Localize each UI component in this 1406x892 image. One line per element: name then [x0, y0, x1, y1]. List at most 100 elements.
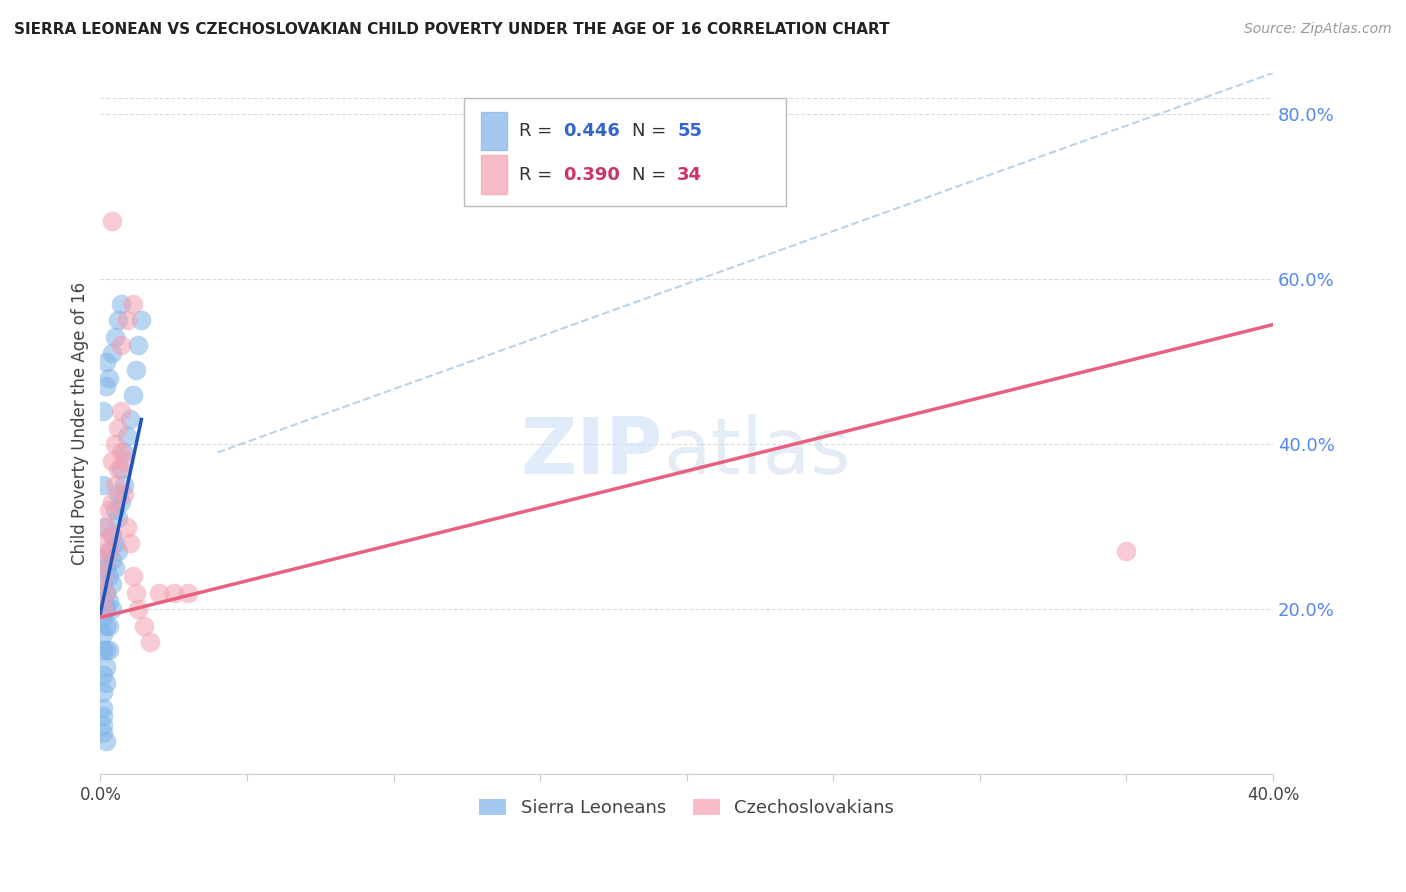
Point [91, 709, 114, 723]
Point [115, 519, 138, 533]
Point [98, 594, 121, 608]
Point [107, 511, 129, 525]
Point [96, 552, 118, 566]
Point [96, 618, 118, 632]
Point [118, 412, 141, 426]
Point [101, 528, 124, 542]
Point [110, 495, 132, 509]
Point [112, 453, 135, 467]
Point [112, 486, 135, 500]
Point [91, 569, 114, 583]
Point [101, 577, 124, 591]
Point [107, 462, 129, 476]
Text: Source: ZipAtlas.com: Source: ZipAtlas.com [1244, 22, 1392, 37]
Point [91, 404, 114, 418]
Point [96, 676, 118, 690]
Bar [481, 155, 508, 194]
Point [104, 536, 127, 550]
Point [91, 627, 114, 641]
Point [98, 643, 121, 657]
Point [110, 462, 132, 476]
Text: atlas: atlas [664, 414, 851, 490]
Point [118, 536, 141, 550]
Point [115, 429, 138, 443]
Point [96, 519, 118, 533]
Text: R =: R = [519, 122, 558, 140]
Point [124, 585, 146, 599]
Legend: Sierra Leoneans, Czechoslovakians: Sierra Leoneans, Czechoslovakians [472, 792, 901, 825]
Point [101, 602, 124, 616]
Point [96, 354, 118, 368]
FancyBboxPatch shape [464, 97, 786, 206]
Text: ZIP: ZIP [522, 414, 664, 490]
Point [104, 478, 127, 492]
Point [96, 602, 118, 616]
Point [1115, 544, 1137, 558]
Point [110, 297, 132, 311]
Point [91, 684, 114, 698]
Point [96, 585, 118, 599]
Point [98, 618, 121, 632]
Point [107, 420, 129, 434]
Point [96, 561, 118, 575]
Text: 34: 34 [678, 166, 703, 184]
Point [91, 643, 114, 657]
Point [104, 437, 127, 451]
Point [107, 486, 129, 500]
Point [112, 478, 135, 492]
Point [177, 585, 200, 599]
Point [107, 544, 129, 558]
Point [127, 338, 149, 352]
Point [91, 594, 114, 608]
Point [98, 371, 121, 385]
Point [91, 602, 114, 616]
Point [104, 330, 127, 344]
Point [124, 363, 146, 377]
Text: SIERRA LEONEAN VS CZECHOSLOVAKIAN CHILD POVERTY UNDER THE AGE OF 16 CORRELATION : SIERRA LEONEAN VS CZECHOSLOVAKIAN CHILD … [14, 22, 890, 37]
Point [91, 552, 114, 566]
Point [91, 610, 114, 624]
Point [110, 404, 132, 418]
Point [107, 313, 129, 327]
Point [91, 717, 114, 731]
Point [139, 635, 162, 649]
Point [101, 528, 124, 542]
Point [121, 569, 143, 583]
Point [121, 387, 143, 401]
Point [101, 214, 124, 228]
Point [96, 643, 118, 657]
Point [96, 734, 118, 748]
Point [101, 552, 124, 566]
Point [91, 726, 114, 740]
Point [96, 379, 118, 393]
Point [131, 313, 153, 327]
Point [98, 503, 121, 517]
Text: R =: R = [519, 166, 558, 184]
Point [134, 618, 156, 632]
Point [91, 701, 114, 715]
Point [91, 536, 114, 550]
Point [98, 544, 121, 558]
Point [98, 569, 121, 583]
Point [96, 585, 118, 599]
Text: N =: N = [631, 166, 672, 184]
Bar [481, 112, 508, 150]
Text: 0.446: 0.446 [564, 122, 620, 140]
Point [91, 478, 114, 492]
Point [115, 313, 138, 327]
Point [101, 495, 124, 509]
Point [101, 346, 124, 360]
Point [110, 445, 132, 459]
Point [91, 577, 114, 591]
Y-axis label: Child Poverty Under the Age of 16: Child Poverty Under the Age of 16 [72, 282, 89, 566]
Text: 0.390: 0.390 [564, 166, 620, 184]
Point [104, 503, 127, 517]
Point [96, 660, 118, 674]
Point [91, 668, 114, 682]
Point [121, 297, 143, 311]
Point [163, 585, 186, 599]
Point [110, 338, 132, 352]
Point [148, 585, 170, 599]
Text: 55: 55 [678, 122, 703, 140]
Point [104, 561, 127, 575]
